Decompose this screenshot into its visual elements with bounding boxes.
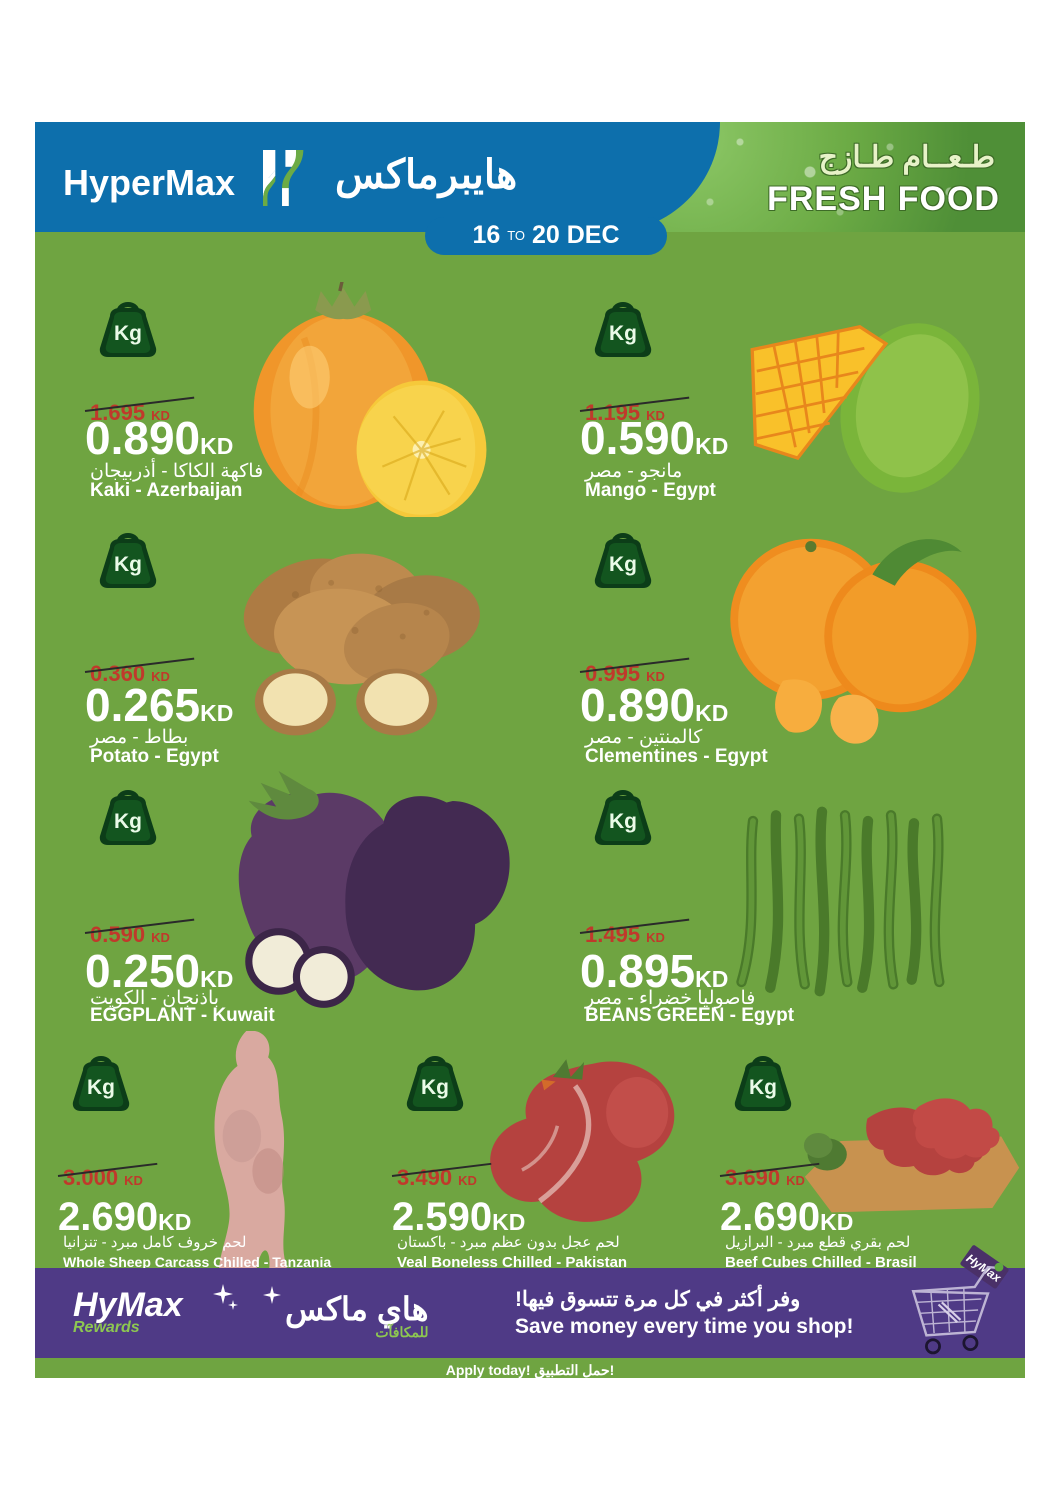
svg-text:Kg: Kg xyxy=(609,322,637,345)
svg-text:Kg: Kg xyxy=(114,322,142,345)
svg-text:Kg: Kg xyxy=(609,553,637,576)
svg-text:Kg: Kg xyxy=(421,1076,449,1099)
svg-text:Kg: Kg xyxy=(87,1076,115,1099)
svg-text:Kg: Kg xyxy=(749,1076,777,1099)
svg-text:Kg: Kg xyxy=(114,810,142,833)
svg-text:Kg: Kg xyxy=(114,553,142,576)
svg-text:Kg: Kg xyxy=(609,810,637,833)
